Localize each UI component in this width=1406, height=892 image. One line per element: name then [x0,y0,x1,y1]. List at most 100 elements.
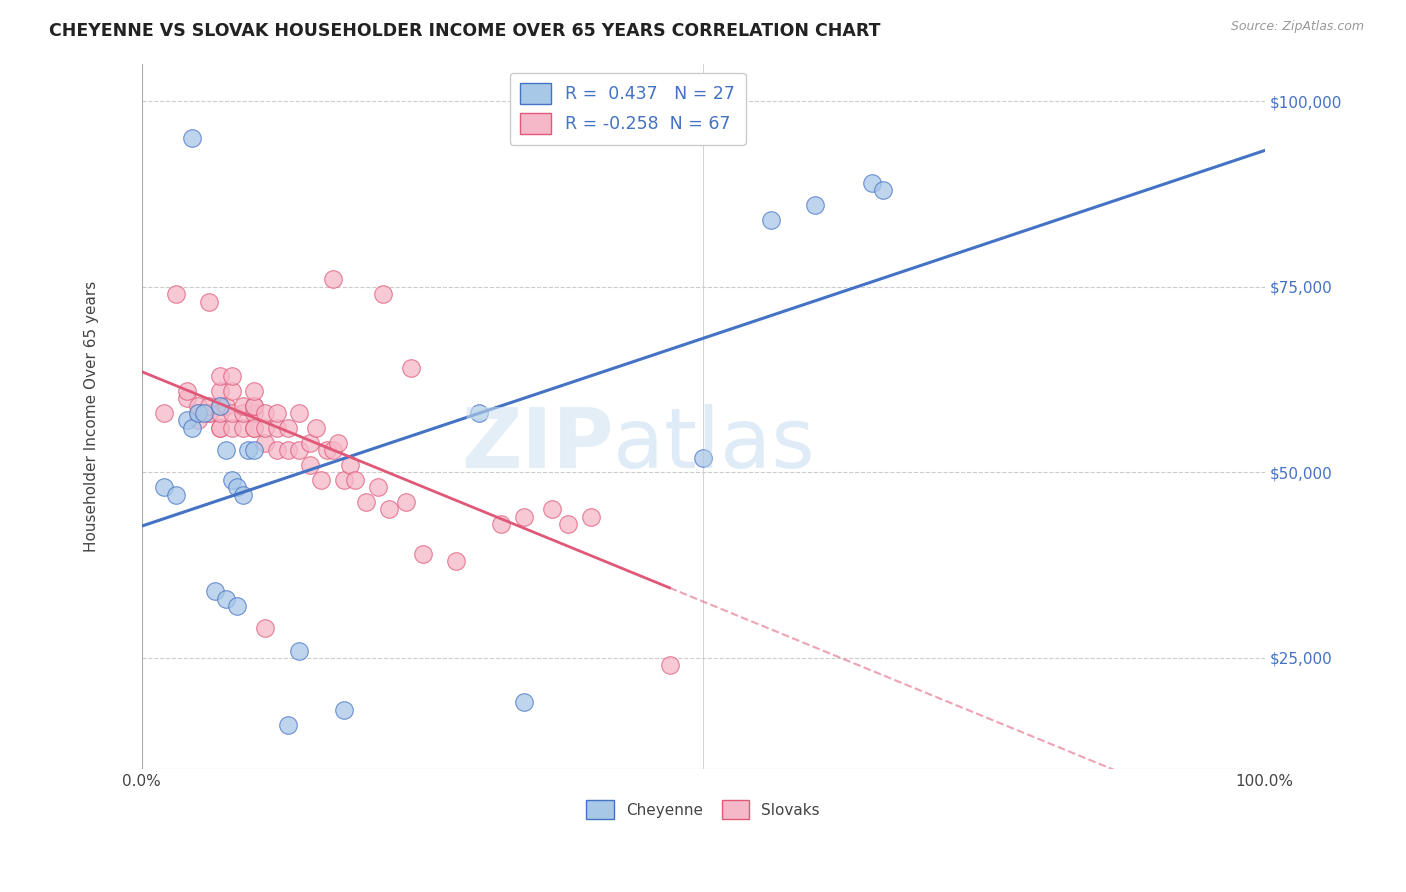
Point [489,517,512,532]
Text: Householder Income Over 65 years: Householder Income Over 65 years [84,281,98,552]
Point [221,368,243,383]
Point [209,399,232,413]
Point [243,384,266,398]
Text: atlas: atlas [613,404,815,485]
Point [305,421,328,435]
Point [339,458,361,472]
Point [692,450,714,465]
Point [181,421,204,435]
Point [198,406,221,420]
Point [198,406,221,420]
Point [181,131,204,145]
Point [204,584,226,599]
Point [209,421,232,435]
Point [288,406,311,420]
Point [221,384,243,398]
Point [221,406,243,420]
Point [373,287,395,301]
Point [176,413,198,427]
Point [412,547,434,561]
Point [187,399,209,413]
Point [243,406,266,420]
Point [579,509,602,524]
Point [860,176,883,190]
Point [288,643,311,657]
Text: ZIP: ZIP [461,404,613,485]
Point [512,509,534,524]
Point [165,287,187,301]
Point [153,406,176,420]
Point [316,443,339,458]
Point [254,621,277,635]
Point [187,413,209,427]
Point [243,443,266,458]
Point [311,473,333,487]
Point [215,399,238,413]
Point [215,443,238,458]
Point [176,384,198,398]
Point [328,435,350,450]
Point [277,718,299,732]
Point [512,696,534,710]
Point [209,384,232,398]
Point [872,183,894,197]
Point [165,488,187,502]
Point [232,421,254,435]
Point [243,421,266,435]
Point [226,480,249,494]
Point [378,502,401,516]
Point [221,473,243,487]
Point [215,591,238,606]
Point [299,435,322,450]
Point [209,421,232,435]
Point [467,406,489,420]
Point [266,406,288,420]
Point [187,406,209,420]
Point [277,421,299,435]
Point [322,272,344,286]
Point [226,599,249,613]
Point [401,361,423,376]
Point [187,406,209,420]
Point [658,658,681,673]
Point [243,399,266,413]
Point [153,480,176,494]
Legend: Cheyenne, Slovaks: Cheyenne, Slovaks [581,794,825,825]
Point [395,495,418,509]
Point [333,473,356,487]
Point [444,554,467,568]
Point [540,502,562,516]
Point [266,443,288,458]
Point [243,421,266,435]
Point [232,406,254,420]
Point [333,703,356,717]
Point [232,399,254,413]
Point [176,391,198,405]
Point [322,443,344,458]
Point [367,480,389,494]
Point [344,473,367,487]
Point [288,443,311,458]
Point [254,406,277,420]
Point [557,517,579,532]
Text: Source: ZipAtlas.com: Source: ZipAtlas.com [1230,20,1364,33]
Point [232,488,254,502]
Point [759,213,782,227]
Point [277,443,299,458]
Point [266,421,288,435]
Point [299,458,322,472]
Point [804,198,827,212]
Point [243,399,266,413]
Point [209,368,232,383]
Point [254,421,277,435]
Point [209,406,232,420]
Point [221,421,243,435]
Point [356,495,378,509]
Point [209,399,232,413]
Text: CHEYENNE VS SLOVAK HOUSEHOLDER INCOME OVER 65 YEARS CORRELATION CHART: CHEYENNE VS SLOVAK HOUSEHOLDER INCOME OV… [49,22,880,40]
Point [254,435,277,450]
Point [198,294,221,309]
Point [193,406,215,420]
Point [198,399,221,413]
Point [238,443,260,458]
